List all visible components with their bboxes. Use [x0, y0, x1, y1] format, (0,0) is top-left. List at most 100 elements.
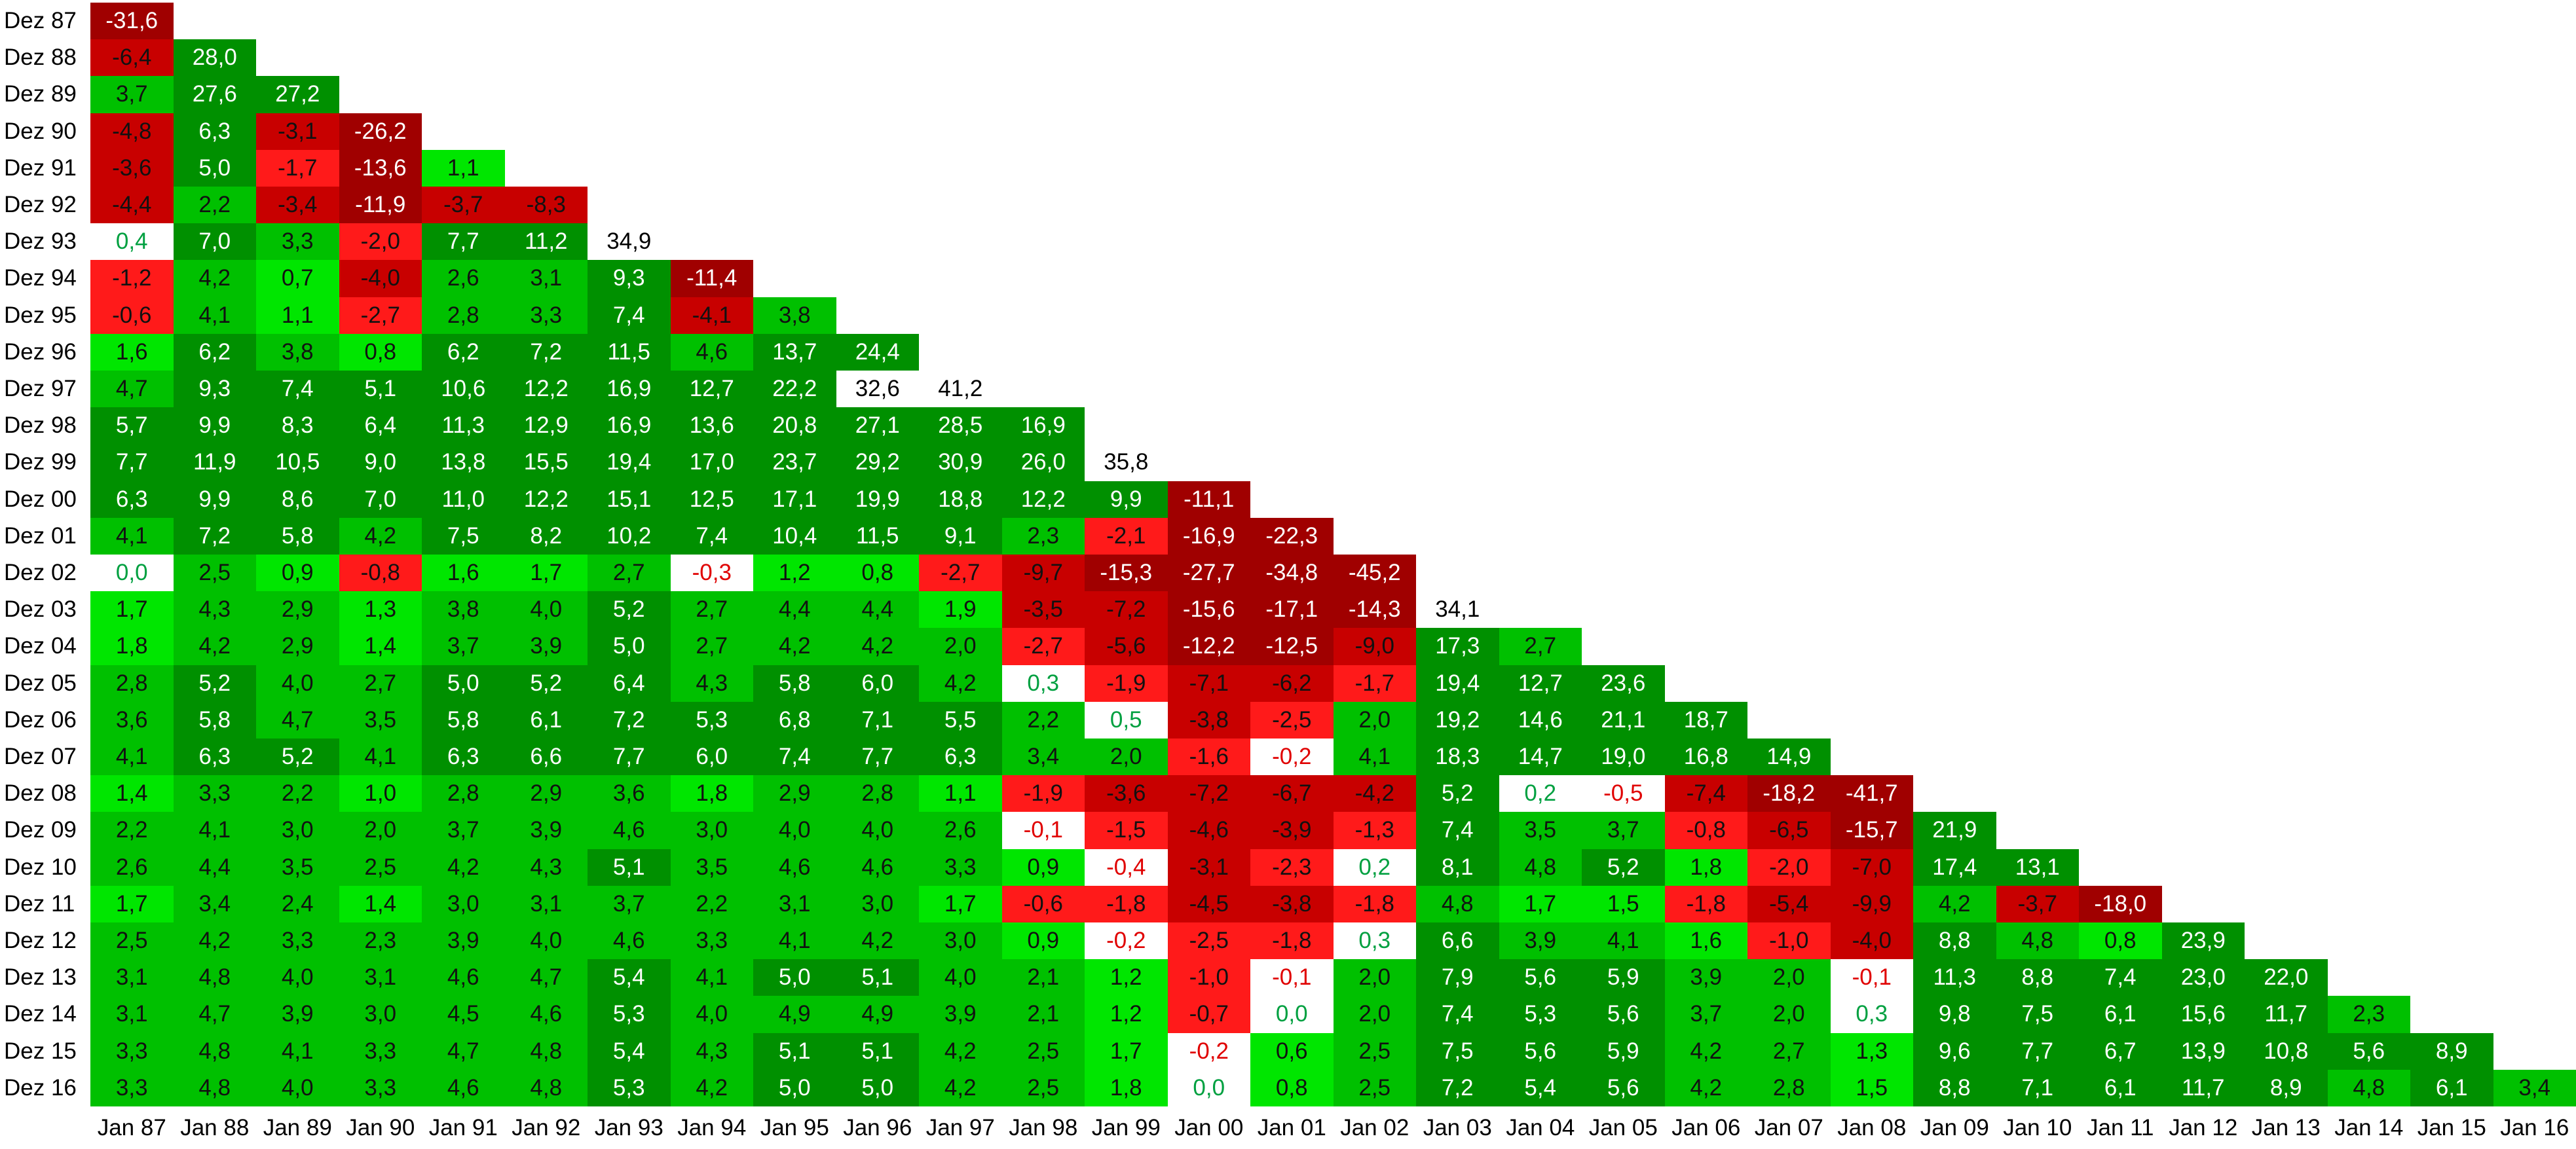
cell: 5,6	[2327, 1032, 2410, 1070]
cell: 5,0	[173, 149, 256, 187]
cell: 4,2	[1664, 1032, 1747, 1070]
column-label: Jan 13	[2251, 1114, 2321, 1140]
cell: 11,3	[1913, 959, 1996, 996]
cell: 1,2	[1085, 996, 1168, 1033]
cell: 0,3	[1333, 922, 1416, 960]
cell: 4,8	[173, 959, 256, 996]
cell: 7,5	[1996, 996, 2079, 1033]
cell: 5,8	[256, 517, 339, 555]
cell: 4,0	[504, 591, 588, 629]
cell: 22,2	[753, 371, 836, 408]
cell: 6,6	[504, 739, 588, 776]
column-label: Jan 11	[2087, 1114, 2154, 1140]
cell: 4,2	[919, 1032, 1002, 1070]
cell: 3,4	[173, 885, 256, 922]
cell: 0,9	[256, 555, 339, 592]
cell: 4,8	[173, 1032, 256, 1070]
cell: 5,0	[588, 628, 671, 665]
cell: 2,6	[422, 260, 505, 297]
cell: 18,3	[1416, 739, 1499, 776]
cell: 4,1	[173, 297, 256, 334]
cell: 6,0	[836, 665, 919, 702]
cell: -34,8	[1250, 555, 1334, 592]
cell: 4,0	[256, 1069, 339, 1106]
cell: -7,2	[1167, 775, 1250, 812]
row-label: Dez 11	[4, 890, 75, 917]
cell: 4,1	[90, 517, 174, 555]
cell: 6,2	[173, 333, 256, 371]
column-label: Jan 09	[1920, 1114, 1989, 1140]
row-label: Dez 16	[4, 1074, 77, 1101]
row-label: Dez 95	[4, 302, 77, 328]
cell: -26,2	[339, 113, 422, 150]
cell: 4,1	[90, 739, 174, 776]
cell: 2,3	[1001, 517, 1085, 555]
cell: 3,1	[504, 885, 588, 922]
cell: -15,7	[1830, 812, 1913, 849]
cell: -7,0	[1830, 848, 1913, 886]
cell: 6,8	[753, 701, 836, 739]
cell: 13,8	[422, 444, 505, 481]
cell: 3,0	[919, 922, 1002, 960]
cell: -0,6	[1001, 885, 1085, 922]
cell: 0,3	[1001, 665, 1085, 702]
cell: -1,6	[1167, 739, 1250, 776]
cell: 26,0	[1001, 444, 1085, 481]
cell: -7,1	[1167, 665, 1250, 702]
column-label: Jan 06	[1671, 1114, 1741, 1140]
cell: 3,9	[504, 628, 588, 665]
cell: 15,6	[2161, 996, 2245, 1033]
cell: 10,6	[422, 371, 505, 408]
cell: 3,7	[90, 76, 174, 113]
cell: 1,3	[1830, 1032, 1913, 1070]
cell: 5,6	[1499, 1032, 1582, 1070]
cell: 2,5	[339, 848, 422, 886]
cell: 4,2	[836, 922, 919, 960]
cell: -0,1	[1001, 812, 1085, 849]
cell: 4,6	[753, 848, 836, 886]
cell: 7,0	[339, 481, 422, 518]
cell: -3,6	[1085, 775, 1168, 812]
cell: 7,1	[1996, 1069, 2079, 1106]
cell: 1,7	[504, 555, 588, 592]
cell: 0,9	[1001, 922, 1085, 960]
cell: 6,3	[173, 113, 256, 150]
cell: 3,9	[256, 996, 339, 1033]
cell: 4,2	[1664, 1069, 1747, 1106]
cell: 4,3	[670, 665, 753, 702]
cell: 2,9	[256, 628, 339, 665]
cell: 28,0	[173, 39, 256, 77]
cell: -16,9	[1167, 517, 1250, 555]
cell: 3,4	[2493, 1069, 2576, 1106]
cell: 16,9	[588, 407, 671, 445]
cell: -2,5	[1250, 701, 1334, 739]
cell: 5,2	[1416, 775, 1499, 812]
cell: 12,2	[1001, 481, 1085, 518]
row-label: Dez 13	[4, 964, 77, 991]
cell: -0,8	[1664, 812, 1747, 849]
cell: 11,7	[2161, 1069, 2245, 1106]
cell: 13,9	[2161, 1032, 2245, 1070]
cell: 6,1	[504, 701, 588, 739]
row-label: Dez 87	[4, 8, 77, 34]
row-label: Dez 15	[4, 1038, 77, 1064]
cell: 5,7	[90, 407, 174, 445]
cell: 6,3	[173, 739, 256, 776]
cell: 1,5	[1582, 885, 1665, 922]
cell: -0,7	[1167, 996, 1250, 1033]
column-label: Jan 12	[2169, 1114, 2238, 1140]
cell: -0,2	[1167, 1032, 1250, 1070]
cell: 2,2	[256, 775, 339, 812]
row-label: Dez 91	[4, 155, 77, 181]
cell: 4,1	[339, 739, 422, 776]
cell: -9,0	[1333, 628, 1416, 665]
cell: -15,6	[1167, 591, 1250, 629]
cell: 17,1	[753, 481, 836, 518]
row-label: Dez 00	[4, 486, 77, 512]
cell: 3,8	[753, 297, 836, 334]
cell: 7,4	[1416, 996, 1499, 1033]
row-label: Dez 89	[4, 81, 77, 107]
cell: 15,5	[504, 444, 588, 481]
cell: -2,7	[339, 297, 422, 334]
cell: -18,2	[1747, 775, 1831, 812]
